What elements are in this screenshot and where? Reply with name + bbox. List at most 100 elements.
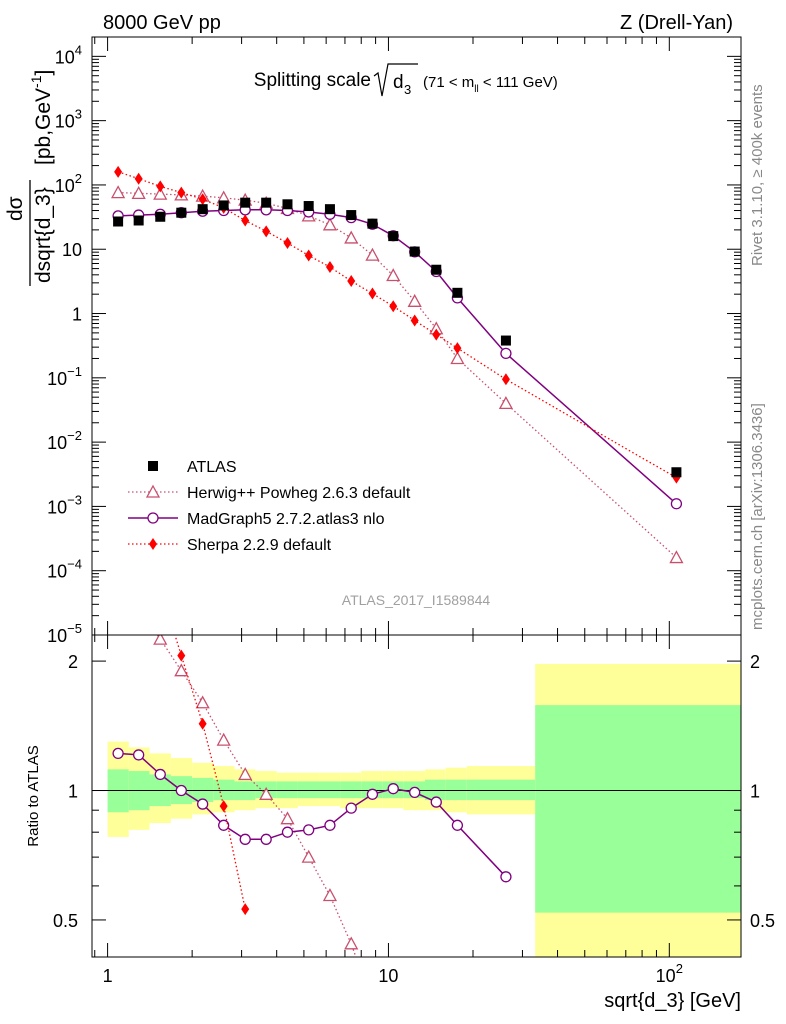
ratio-point-herwig-powheg-2-6-3-default <box>344 936 359 950</box>
ratio-y-tick-label-right: 1 <box>750 782 760 802</box>
ratio-y-tick-label-left: 2 <box>68 652 78 672</box>
point-herwig-powheg-2-6-3-default <box>153 186 168 200</box>
point-herwig-powheg-2-6-3-default <box>407 293 422 307</box>
point-sherpa-2-2-9-default <box>325 260 334 273</box>
y-tick-label: 1 <box>72 305 82 325</box>
point-atlas <box>452 287 463 298</box>
ylabel-den: dsqrt{d_3} <box>32 187 55 283</box>
point-sherpa-2-2-9-default <box>368 287 377 300</box>
title-range-sub: ll <box>474 84 478 95</box>
ratio-point-madgraph5-2-7-2-atlas3-nlo <box>451 819 464 831</box>
point-atlas <box>197 204 208 215</box>
y-tick-label: 102 <box>55 171 82 196</box>
legend: ATLAS Herwig++ Powheg 2.6.3 default MadGra… <box>128 459 411 554</box>
ratio-point-herwig-powheg-2-6-3-default <box>366 997 378 1008</box>
ratio-band-green <box>425 779 446 801</box>
ratio-point-herwig-powheg-2-6-3-default <box>259 786 274 800</box>
plot-title-text: Splitting scale <box>254 70 371 91</box>
point-sherpa-2-2-9-default <box>114 165 123 178</box>
ratio-point-sherpa-2-2-9-default <box>198 717 207 730</box>
ratio-band-green <box>340 781 362 799</box>
legend-item-atlas: ATLAS <box>148 459 237 476</box>
x-tick-label: 102 <box>656 961 683 986</box>
y-tick-label: 10−3 <box>47 492 82 517</box>
ratio-point-herwig-powheg-2-6-3-default <box>174 663 189 677</box>
ratio-point-herwig-powheg-2-6-3-default <box>153 635 168 645</box>
ratio-band-green <box>213 779 235 801</box>
point-sherpa-2-2-9-default <box>156 180 165 193</box>
title-range-prefix: (71 < m <box>423 74 474 91</box>
y-tick-label: 10−4 <box>47 557 82 582</box>
ratio-band-green <box>192 777 214 803</box>
ratio-point-herwig-powheg-2-6-3-default <box>238 767 253 781</box>
point-herwig-powheg-2-6-3-default <box>365 247 380 261</box>
ratio-band-green <box>535 705 741 913</box>
ylabel-num: dσ <box>4 196 27 221</box>
point-atlas <box>155 211 166 222</box>
x-tick-label: 1 <box>103 966 113 986</box>
y-tick-label: 10−1 <box>47 364 82 389</box>
point-herwig-powheg-2-6-3-default <box>386 268 401 282</box>
series-herwig-powheg-2-6-3-default <box>111 185 684 564</box>
ratio-point-madgraph5-2-7-2-atlas3-nlo <box>133 749 145 761</box>
point-herwig-powheg-2-6-3-default <box>344 230 359 244</box>
point-sherpa-2-2-9-default <box>432 328 441 341</box>
ratio-y-tick-label-left: 0.5 <box>53 911 78 931</box>
point-sherpa-2-2-9-default <box>283 237 292 250</box>
ratio-point-herwig-powheg-2-6-3-default <box>322 888 338 902</box>
point-sherpa-2-2-9-default <box>262 225 271 238</box>
ratio-point-madgraph5-2-7-2-atlas3-nlo <box>175 784 187 797</box>
plot-title: Splitting scale d 3 (71 < mll < 111 GeV) <box>254 63 558 97</box>
ratio-band-green <box>466 779 536 801</box>
point-atlas <box>240 197 251 208</box>
point-madgraph5-2-7-2-atlas3-nlo <box>670 498 683 510</box>
xlabel: sqrt{d_3} [GeV] <box>604 990 741 1012</box>
title-range: (71 < mll < 111 GeV) <box>423 74 558 95</box>
legend-marker <box>145 484 161 498</box>
ratio-band-green <box>297 781 320 799</box>
y-tick-label: 10−5 <box>47 621 82 646</box>
ratio-series-herwig-powheg-2-6-3-default <box>133 603 378 1008</box>
legend-label: Sherpa 2.2.9 default <box>187 537 332 554</box>
ratio-point-sherpa-2-2-9-default <box>219 800 228 813</box>
point-atlas <box>133 215 144 226</box>
point-sherpa-2-2-9-default <box>453 342 462 355</box>
ylabel-unit-close: ] <box>32 70 55 76</box>
ratio-point-herwig-powheg-2-6-3-default <box>216 732 231 746</box>
series-line-herwig-powheg-2-6-3-default <box>118 191 677 559</box>
point-sherpa-2-2-9-default <box>389 300 398 313</box>
ratio-series-madgraph5-2-7-2-atlas3-nlo <box>112 747 512 883</box>
title-symbol-sub: 3 <box>404 82 411 97</box>
point-herwig-powheg-2-6-3-default <box>111 185 126 199</box>
point-sherpa-2-2-9-default <box>198 193 207 206</box>
ratio-band-green <box>445 779 467 801</box>
ratio-point-madgraph5-2-7-2-atlas3-nlo <box>366 788 379 800</box>
point-sherpa-2-2-9-default <box>410 314 419 327</box>
legend-item-herwig-powheg-2-6-3-default: Herwig++ Powheg 2.6.3 default <box>128 484 411 502</box>
ratio-point-madgraph5-2-7-2-atlas3-nlo <box>281 826 294 838</box>
point-herwig-powheg-2-6-3-default <box>322 217 338 231</box>
ratio-ylabel: Ratio to ATLAS <box>25 745 42 846</box>
y-tick-label: 104 <box>55 42 82 67</box>
ratio-point-herwig-powheg-2-6-3-default <box>133 603 145 614</box>
ratio-point-madgraph5-2-7-2-atlas3-nlo <box>154 768 166 781</box>
ratio-point-herwig-powheg-2-6-3-default <box>301 849 316 863</box>
y-tick-label: 10−2 <box>47 428 82 453</box>
point-herwig-powheg-2-6-3-default <box>131 185 146 199</box>
ratio-point-madgraph5-2-7-2-atlas3-nlo <box>112 747 124 760</box>
ratio-point-madgraph5-2-7-2-atlas3-nlo <box>239 833 251 845</box>
ratio-point-madgraph5-2-7-2-atlas3-nlo <box>345 802 357 814</box>
point-sherpa-2-2-9-default <box>347 275 356 288</box>
ratio-point-herwig-powheg-2-6-3-default <box>280 811 295 825</box>
ylabel-unit: [pb,GeV-1] <box>28 70 55 165</box>
ratio-point-sherpa-2-2-9-default <box>135 505 143 517</box>
point-madgraph5-2-7-2-atlas3-nlo <box>500 347 512 360</box>
point-herwig-powheg-2-6-3-default <box>498 396 514 410</box>
point-sherpa-2-2-9-default <box>134 172 143 185</box>
ratio-point-sherpa-2-2-9-default <box>156 581 164 593</box>
ratio-point-sherpa-2-2-9-default <box>241 903 250 916</box>
ratio-point-madgraph5-2-7-2-atlas3-nlo <box>387 783 399 795</box>
point-atlas <box>176 207 187 218</box>
legend-label: Herwig++ Powheg 2.6.3 default <box>187 485 411 502</box>
